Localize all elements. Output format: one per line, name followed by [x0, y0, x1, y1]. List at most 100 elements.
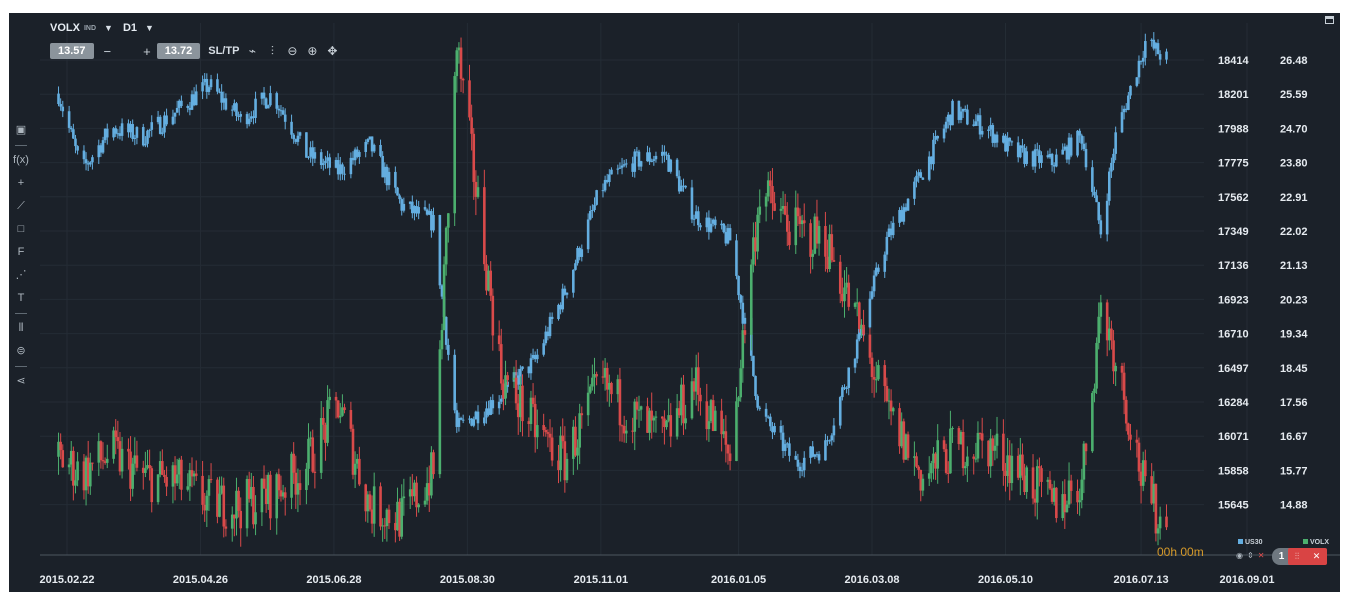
candle-body — [828, 440, 831, 442]
candle-body — [296, 135, 300, 142]
timeframe-selector[interactable]: D1 — [122, 22, 137, 34]
candle-body — [294, 472, 298, 495]
line-chart-icon[interactable]: ⌁ — [248, 44, 257, 58]
candle-body — [610, 169, 613, 175]
candle-body — [713, 219, 717, 226]
candle-body — [103, 461, 107, 463]
ask-price[interactable]: 13.72 — [156, 43, 201, 59]
candle-body — [1082, 443, 1086, 480]
eye-icon[interactable]: ◉ — [1236, 551, 1243, 560]
indicator-icon[interactable]: f(x) — [13, 154, 29, 166]
candle-body — [980, 130, 984, 135]
candle-body — [260, 478, 264, 513]
chart-canvas[interactable]: 18414 18201 17988 17775 17562 17349 17136 16923… — [9, 13, 1340, 592]
candle-body — [919, 172, 923, 178]
candle-body — [59, 104, 62, 107]
buy-button[interactable]: + — [143, 43, 151, 59]
candle-body — [646, 152, 649, 162]
candle-body — [959, 111, 963, 120]
candle-body — [576, 248, 579, 264]
candle-body — [447, 213, 450, 228]
candle-body — [618, 379, 622, 426]
close-icon[interactable]: ✕ — [1312, 551, 1321, 561]
bid-price[interactable]: 13.57 — [50, 43, 94, 59]
candle-body — [720, 410, 723, 435]
move-icon[interactable]: ✥ — [327, 44, 338, 58]
candle-body — [292, 134, 295, 140]
candle-body — [586, 392, 590, 416]
series-tag[interactable]: 1 — [1272, 548, 1291, 565]
reorder-icon[interactable]: ⇕ — [1246, 551, 1254, 560]
candle-body — [133, 137, 137, 139]
sell-button[interactable]: − — [103, 43, 112, 59]
candle-body — [283, 114, 287, 122]
close-icon[interactable]: ✕ — [1257, 551, 1265, 560]
candle-body — [116, 133, 120, 135]
candle-body — [1084, 149, 1088, 168]
series-tag-controls[interactable]: ⫶⫶ ✕ — [1288, 548, 1327, 565]
layers-icon[interactable]: ⊜ — [16, 345, 26, 357]
crosshair-icon[interactable]: + — [17, 177, 25, 189]
chevron-down-icon[interactable]: ▼ — [104, 23, 113, 33]
zoom-out-icon[interactable]: ⊖ — [287, 44, 298, 58]
candle-body — [1129, 85, 1132, 96]
line-tool-icon[interactable]: ⟋ — [17, 200, 25, 212]
candle-body — [1023, 147, 1026, 164]
candle-body — [811, 253, 815, 257]
candle-body — [1010, 455, 1014, 484]
candle-body — [961, 108, 965, 112]
candle-body — [684, 418, 687, 424]
candle-body — [987, 440, 990, 467]
candle-body — [887, 228, 891, 237]
candle-body — [1154, 43, 1158, 49]
bars-icon[interactable]: ⫴ — [18, 322, 24, 334]
chevron-down-icon[interactable]: ▼ — [145, 23, 154, 33]
candle-body — [353, 149, 357, 161]
volx-tick-label: 15.77 — [1280, 465, 1308, 477]
candle-body — [972, 456, 976, 459]
candle-body — [455, 50, 459, 77]
candle-body — [427, 211, 431, 215]
candle-body — [574, 426, 577, 456]
share-icon[interactable]: ⋖ — [16, 375, 26, 387]
pitchfork-icon[interactable]: ⋰ — [15, 269, 27, 281]
candle-body — [423, 207, 427, 210]
candle-body — [1050, 488, 1054, 502]
sltp-button[interactable]: SL/TP — [208, 45, 240, 57]
date-tick-label: 2016.01.05 — [711, 574, 766, 586]
candle-body — [637, 409, 641, 411]
candle-body — [847, 282, 851, 307]
candle-body — [654, 155, 658, 160]
date-axis: 2015.02.22 2015.04.26 2015.06.28 2015.08.30… — [39, 574, 1274, 586]
candle-body — [461, 78, 465, 81]
candle-body — [737, 397, 740, 402]
candle-body — [858, 302, 861, 330]
candle-body — [89, 462, 92, 487]
text-tool-icon[interactable]: T — [17, 292, 25, 304]
symbol-selector[interactable]: VOLX IND ▼ D1 ▼ — [50, 19, 154, 37]
us30-series — [57, 32, 1168, 479]
candle-body — [1006, 455, 1009, 476]
candle-body — [915, 456, 918, 467]
candle-body — [521, 385, 524, 422]
us30-tick-label: 16284 — [1218, 397, 1249, 409]
fibonacci-icon[interactable]: F — [17, 246, 25, 258]
candle-body — [165, 115, 168, 125]
candles-icon[interactable]: ⫶⫶ — [1294, 551, 1300, 561]
candle-body — [1052, 165, 1056, 167]
layout-icon[interactable]: ▣ — [15, 124, 27, 136]
symbol-name[interactable]: VOLX — [50, 22, 80, 34]
candle-body — [855, 302, 859, 304]
candle-body — [906, 198, 910, 211]
maximize-icon[interactable] — [1325, 16, 1334, 24]
candle-body — [904, 434, 908, 460]
candle-body — [1008, 455, 1012, 484]
rectangle-icon[interactable]: □ — [17, 223, 25, 235]
candle-body — [519, 385, 522, 418]
legend-label: VOLX — [1310, 539, 1330, 546]
candle-body — [976, 432, 980, 459]
volx-tick-label: 23.80 — [1280, 158, 1308, 170]
zoom-in-icon[interactable]: ⊕ — [307, 44, 318, 58]
candle-body — [622, 164, 626, 166]
candles-icon[interactable]: ⫶ — [270, 43, 274, 58]
